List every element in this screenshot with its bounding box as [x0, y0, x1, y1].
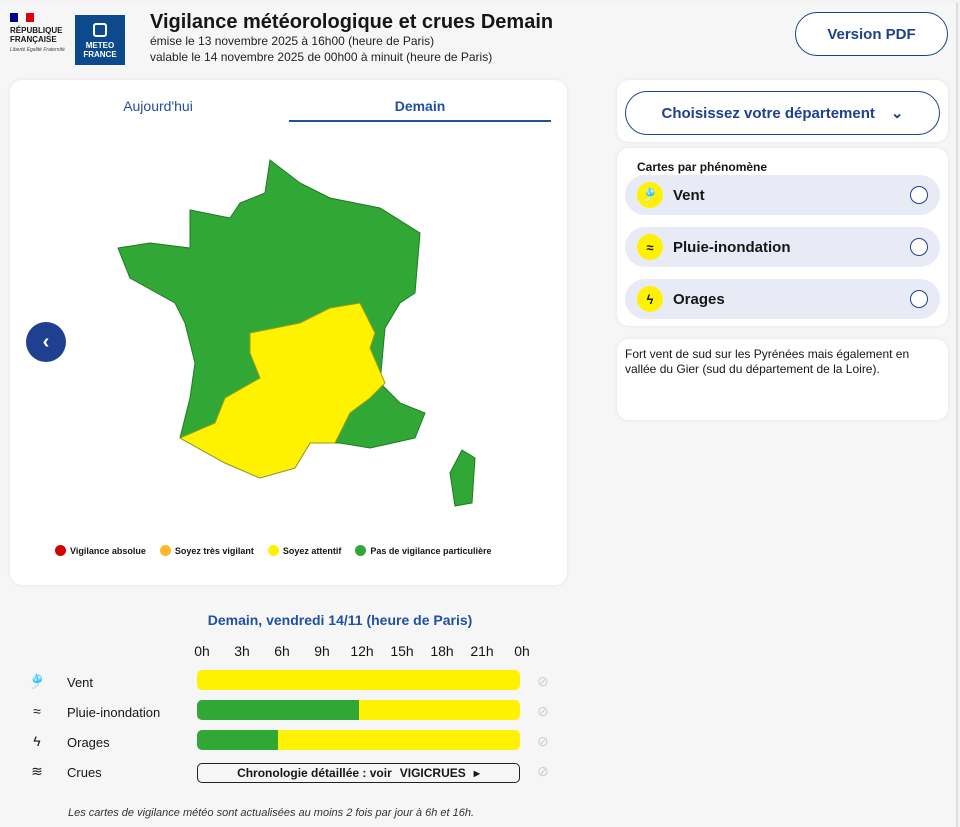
timeline-segment	[277, 730, 520, 750]
lightning-icon: ϟ	[33, 733, 41, 749]
map-yellow-zone[interactable]	[178, 302, 386, 479]
phenomenon-rain-flood[interactable]: ≈ Pluie-inondation	[625, 227, 940, 267]
vigicrues-link-text: Chronologie détaillée : voir	[237, 766, 392, 780]
page-title: Vigilance météorologique et crues Demain	[150, 11, 554, 33]
rain-flood-icon: ≈	[33, 703, 41, 719]
radio-rain-flood[interactable]	[910, 238, 928, 256]
wind-sock-icon: 🎐	[637, 182, 663, 208]
emission-date: émise le 13 novembre 2025 à 16h00 (heure…	[150, 34, 435, 48]
previous-day-button[interactable]: ‹	[26, 322, 66, 362]
hour-label: 12h	[350, 643, 374, 659]
eye-off-icon[interactable]: ⊘	[537, 733, 549, 749]
timeline-label-rain: Pluie-inondation	[67, 705, 161, 720]
timeline-hours: 0h 3h 6h 9h 12h 15h 18h 21h 0h	[182, 643, 542, 659]
rf-line1: RÉPUBLIQUE	[10, 26, 63, 35]
wind-sock-icon: 🎐	[28, 673, 46, 689]
phenomenon-storms[interactable]: ϟ Orages	[625, 279, 940, 319]
department-select-label: Choisissez votre département	[661, 104, 875, 122]
hour-label: 0h	[194, 643, 210, 659]
waves-icon: ≋	[31, 763, 43, 779]
radio-storms[interactable]	[910, 290, 928, 308]
phenomena-title: Cartes par phénomène	[637, 160, 768, 174]
hour-label: 3h	[234, 643, 250, 659]
hour-label: 0h	[514, 643, 530, 659]
tab-today[interactable]: Aujourd'hui	[123, 98, 193, 114]
hour-label: 18h	[430, 643, 454, 659]
pdf-version-button[interactable]: Version PDF	[795, 12, 948, 56]
timeline-bar[interactable]	[197, 730, 520, 750]
hour-label: 6h	[274, 643, 290, 659]
map-legend: Vigilance absolue Soyez très vigilant So…	[55, 545, 491, 556]
meteo-line1: METEO	[85, 41, 115, 50]
timeline-label-wind: Vent	[67, 675, 94, 690]
meteo-france-logo: METEO FRANCE	[75, 15, 125, 65]
eye-off-icon[interactable]: ⊘	[537, 763, 549, 779]
lightning-icon: ϟ	[637, 286, 663, 312]
phenomenon-wind[interactable]: 🎐 Vent	[625, 175, 940, 215]
timeline-label-floods: Crues	[67, 765, 102, 780]
rain-flood-icon: ≈	[637, 234, 663, 260]
hour-label: 9h	[314, 643, 330, 659]
rf-motto: Liberté Égalité Fraternité	[10, 47, 65, 53]
hour-label: 21h	[470, 643, 494, 659]
legend-item: Pas de vigilance particulière	[355, 545, 491, 556]
timeline-segment	[197, 700, 359, 720]
legend-item: Soyez attentif	[267, 545, 341, 556]
hour-label: 15h	[390, 643, 414, 659]
republique-francaise-logo: RÉPUBLIQUE FRANÇAISE Liberté Égalité Fra…	[10, 13, 65, 53]
legend-item: Vigilance absolue	[55, 545, 146, 556]
timeline-bar[interactable]	[197, 700, 520, 720]
timeline-segment	[197, 730, 278, 750]
meteo-line2: FRANCE	[83, 50, 117, 59]
vigilance-map[interactable]	[0, 3, 570, 593]
timeline-bar[interactable]	[197, 670, 520, 690]
play-arrow-icon: ▶	[473, 768, 480, 778]
rf-line2: FRANÇAISE	[10, 35, 57, 44]
radio-wind[interactable]	[910, 186, 928, 204]
timeline-segment	[358, 700, 520, 720]
eye-off-icon[interactable]: ⊘	[537, 673, 549, 689]
vigicrues-link[interactable]: Chronologie détaillée : voir VIGICRUES ▶	[197, 763, 520, 783]
timeline-title: Demain, vendredi 14/11 (heure de Paris)	[207, 612, 473, 628]
chevron-down-icon: ⌄	[890, 105, 904, 122]
vigilance-description: Fort vent de sud sur les Pyrénées mais é…	[617, 339, 948, 420]
validity-date: valable le 14 novembre 2025 de 00h00 à m…	[150, 50, 493, 64]
department-select[interactable]: Choisissez votre département ⌄	[625, 91, 940, 135]
map-corsica[interactable]	[449, 449, 476, 507]
eye-off-icon[interactable]: ⊘	[537, 703, 549, 719]
footer-note: Les cartes de vigilance météo sont actua…	[68, 807, 475, 819]
chevron-left-icon: ‹	[42, 330, 50, 353]
timeline-label-storms: Orages	[67, 735, 110, 750]
tab-tomorrow[interactable]: Demain	[289, 98, 551, 122]
timeline-segment	[197, 670, 520, 690]
page: RÉPUBLIQUE FRANÇAISE Liberté Égalité Fra…	[0, 3, 958, 827]
vigicrues-logo: VIGICRUES	[399, 766, 466, 780]
legend-item: Soyez très vigilant	[159, 545, 254, 556]
